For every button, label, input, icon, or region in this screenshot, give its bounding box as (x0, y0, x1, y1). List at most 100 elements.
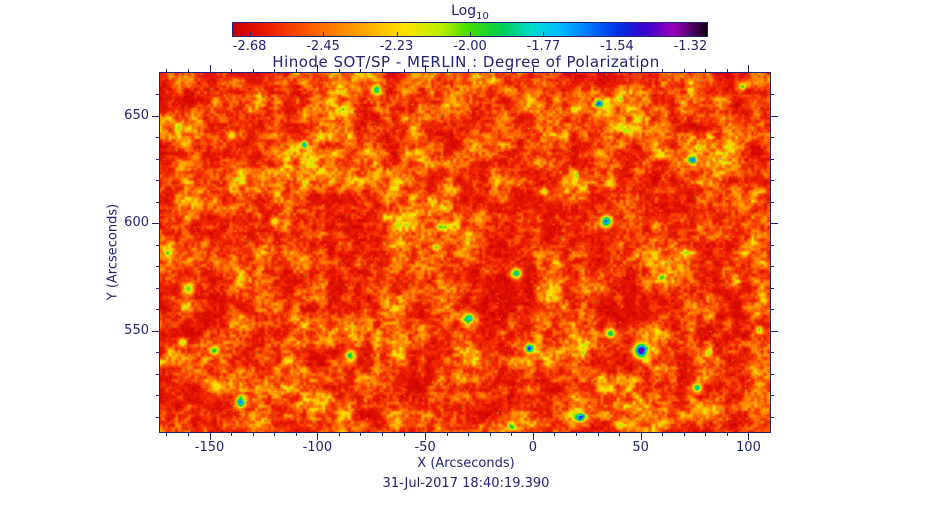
colorbar-tick-mark (470, 32, 471, 37)
axis-tick-mark (770, 373, 774, 375)
axis-tick-mark (425, 65, 427, 73)
colorbar-tick-label: -2.23 (379, 39, 414, 54)
axis-tick-mark (156, 395, 160, 397)
axis-tick-mark (156, 201, 160, 203)
axis-tick-mark (619, 69, 621, 73)
axis-tick-mark (156, 287, 160, 289)
axis-tick-mark (705, 432, 707, 436)
axis-tick-mark (468, 432, 470, 436)
axis-tick-mark (295, 432, 297, 436)
heatmap-canvas (160, 73, 770, 432)
colorbar-tick-label: -1.77 (526, 39, 561, 54)
axis-tick-mark (532, 65, 534, 73)
axis-tick-mark (156, 309, 160, 311)
y-axis-tick-label: 600 (124, 215, 149, 231)
axis-tick-mark (770, 266, 774, 268)
axis-tick-mark (166, 69, 168, 73)
axis-tick-mark (770, 352, 774, 354)
axis-tick-mark (770, 395, 774, 397)
axis-tick-mark (770, 201, 774, 203)
axis-tick-mark (152, 115, 160, 117)
axis-tick-mark (748, 432, 750, 440)
axis-tick-mark (166, 432, 168, 436)
axis-tick-mark (770, 223, 778, 225)
axis-tick-mark (156, 137, 160, 139)
axis-tick-mark (156, 266, 160, 268)
axis-tick-mark (770, 309, 774, 311)
y-axis-tick-label: 550 (124, 322, 149, 338)
colorbar-tick-label: -2.00 (453, 39, 487, 54)
axis-tick-mark (403, 432, 405, 436)
axis-tick-mark (360, 432, 362, 436)
axis-tick-mark (770, 158, 774, 160)
axis-tick-mark (209, 65, 211, 73)
colorbar-tick-mark (396, 32, 398, 37)
colorbar-label-subscript: 10 (476, 10, 489, 22)
axis-tick-mark (662, 432, 664, 436)
axis-tick-mark (252, 432, 254, 436)
axis-tick-mark (705, 69, 707, 73)
axis-tick-mark (640, 65, 642, 73)
axis-tick-mark (770, 180, 774, 182)
axis-tick-mark (252, 69, 254, 73)
axis-tick-mark (770, 416, 774, 418)
axis-tick-mark (468, 69, 470, 73)
x-axis-label: X (Arcseconds) (417, 456, 515, 471)
axis-tick-mark (770, 244, 774, 246)
axis-tick-mark (360, 69, 362, 73)
colorbar-tick-label: -1.32 (673, 39, 708, 54)
axis-tick-mark (576, 69, 577, 73)
axis-tick-mark (726, 69, 728, 73)
axis-tick-mark (511, 432, 513, 436)
colorbar-tick-label: -2.68 (232, 39, 267, 54)
colorbar-label-text: Log (451, 3, 477, 19)
axis-tick-mark (597, 69, 599, 73)
axis-tick-mark (662, 69, 664, 73)
axis-tick-mark (317, 65, 319, 73)
axis-tick-mark (446, 432, 448, 436)
axis-tick-mark (274, 69, 276, 73)
plot-area (152, 65, 778, 440)
axis-tick-mark (748, 65, 750, 73)
axis-tick-mark (156, 180, 160, 182)
plot-title: Hinode SOT/SP - MERLIN : Degree of Polar… (272, 53, 660, 71)
axis-tick-mark (152, 330, 160, 332)
axis-tick-mark (640, 432, 642, 440)
axis-tick-mark (770, 287, 774, 289)
axis-tick-mark (188, 432, 190, 436)
axis-tick-mark (619, 432, 621, 436)
colorbar-tick-mark (616, 32, 618, 37)
axis-tick-mark (156, 244, 160, 246)
axis-tick-mark (156, 158, 160, 160)
axis-tick-mark (156, 373, 160, 375)
axis-tick-mark (489, 432, 491, 436)
axis-tick-mark (554, 69, 556, 73)
axis-tick-mark (511, 69, 513, 73)
axis-tick-mark (683, 432, 685, 436)
axis-tick-mark (338, 69, 340, 73)
axis-tick-mark (152, 223, 160, 225)
colorbar-label: Log10 (451, 3, 489, 22)
axis-tick-mark (382, 432, 383, 436)
axis-tick-mark (209, 432, 211, 440)
colorbar-tick-label: -1.54 (600, 39, 634, 54)
x-axis-tick-label: 100 (736, 440, 761, 455)
axis-tick-mark (156, 352, 160, 354)
axis-tick-mark (576, 432, 577, 436)
axis-tick-mark (188, 69, 190, 73)
axis-tick-mark (382, 69, 383, 73)
axis-tick-mark (489, 69, 491, 73)
axis-tick-mark (726, 432, 728, 436)
observation-timestamp: 31-Jul-2017 18:40:19.390 (382, 476, 550, 491)
axis-tick-mark (274, 432, 276, 436)
axis-tick-mark (770, 94, 774, 96)
axis-tick-mark (683, 69, 685, 73)
axis-tick-mark (338, 432, 340, 436)
axis-tick-mark (231, 69, 233, 73)
axis-tick-mark (156, 94, 160, 96)
axis-tick-mark (597, 432, 599, 436)
x-axis-tick-label: -150 (194, 440, 225, 455)
axis-tick-mark (295, 69, 297, 73)
colorbar-gradient (232, 22, 708, 37)
